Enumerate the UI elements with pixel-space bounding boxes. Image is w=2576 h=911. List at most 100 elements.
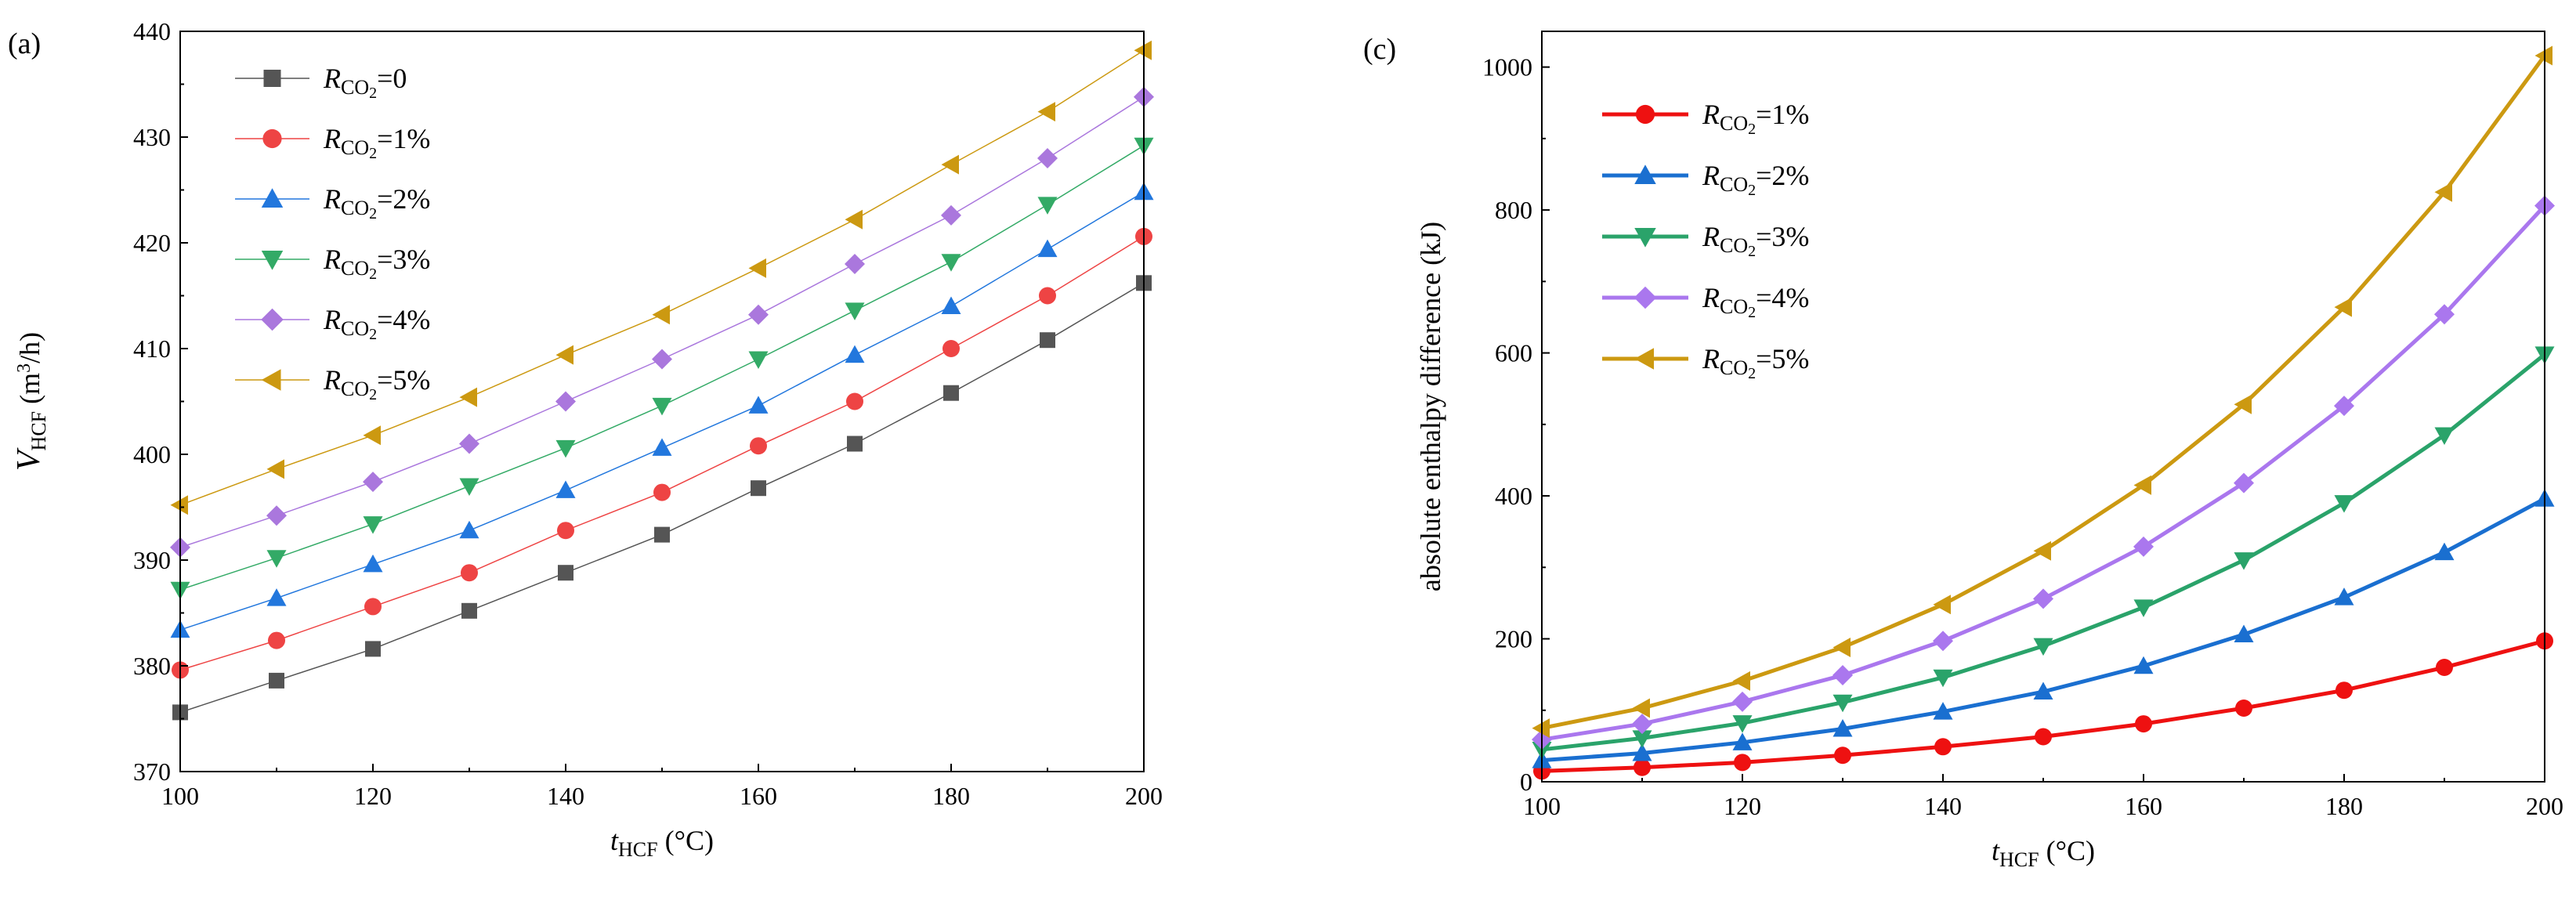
data-point-s5-1: [1532, 718, 1550, 739]
data-point-s3-10: [2434, 427, 2455, 445]
data-point-s1-6: [2035, 728, 2052, 746]
y-axis-label: absolute enthalpy difference (kJ): [1415, 222, 1446, 591]
data-point-s2-10: [2434, 542, 2455, 561]
data-point-s1-5: [558, 565, 573, 581]
legend-entry-4: RCO2=3%: [235, 244, 430, 283]
y-tick-label: 370: [133, 757, 171, 786]
data-point-s3-3: [1732, 715, 1753, 733]
legend-label: RCO2=0: [323, 63, 407, 102]
data-point-s4-6: [652, 397, 672, 416]
x-tick-label: 180: [2325, 792, 2363, 820]
panel-label: (a): [8, 27, 41, 60]
data-point-s3-8: [2234, 552, 2254, 570]
legend-entry-6: RCO2=5%: [235, 364, 430, 403]
data-point-s1-2: [269, 672, 284, 689]
data-point-s1-9: [2335, 681, 2353, 700]
data-point-s2-7: [2133, 656, 2154, 674]
data-point-s6-8: [845, 209, 863, 230]
data-point-s5-9: [2334, 297, 2352, 317]
data-point-s5-3: [363, 472, 383, 493]
legend-entry-1: RCO2=1%: [1602, 99, 1809, 138]
legend-marker: [261, 188, 284, 208]
y-tick-label: 1000: [1482, 53, 1532, 81]
data-point-s1-7: [751, 480, 766, 497]
legend-entry-5: RCO2=4%: [235, 304, 430, 343]
data-point-s4-9: [941, 254, 961, 272]
data-point-s1-2: [1634, 758, 1651, 776]
data-point-s2-5: [557, 522, 574, 540]
series-line-1: [1541, 638, 2545, 773]
x-tick-label: 180: [932, 782, 970, 810]
data-point-s3-2: [1632, 730, 1652, 748]
legend-marker: [1635, 104, 1655, 125]
legend-label: RCO2=1%: [1702, 99, 1809, 138]
data-point-s4-8: [2234, 472, 2254, 493]
data-point-s4-2: [1632, 714, 1652, 735]
legend-marker: [262, 128, 282, 149]
data-point-s3-5: [555, 480, 576, 498]
data-point-s5-2: [266, 505, 287, 526]
y-tick-label: 420: [133, 229, 171, 257]
data-point-s5-6: [2033, 540, 2051, 561]
data-point-s6-7: [748, 258, 766, 278]
x-tick-label: 120: [354, 782, 392, 810]
data-point-s4-9: [2334, 396, 2354, 417]
x-tick-label: 200: [2526, 792, 2563, 820]
legend-label: RCO2=3%: [1702, 221, 1809, 260]
legend-entry-3: RCO2=2%: [235, 183, 430, 222]
data-point-s4-4: [459, 478, 479, 496]
legend-marker: [1634, 228, 1656, 248]
data-point-s3-9: [2334, 495, 2354, 513]
data-point-s4-3: [1732, 691, 1753, 712]
legend-marker: [261, 308, 284, 331]
legend-label: RCO2=5%: [1702, 343, 1809, 382]
data-point-s1-8: [847, 436, 863, 452]
legend-entry-1: RCO2=0: [235, 63, 407, 102]
data-point-s2-10: [1039, 287, 1056, 305]
legend-marker: [1634, 348, 1654, 370]
data-point-s6-4: [459, 387, 477, 407]
data-point-s4-7: [2133, 536, 2154, 557]
legend-label: RCO2=4%: [1702, 282, 1809, 321]
data-point-s3-6: [652, 438, 672, 456]
data-point-s3-5: [1933, 669, 1953, 688]
legend-entry-3: RCO2=3%: [1602, 221, 1809, 260]
data-point-s3-4: [459, 520, 479, 539]
x-tick-label: 160: [2125, 792, 2162, 820]
data-point-s4-6: [2033, 588, 2053, 609]
data-point-s6-10: [1037, 102, 1055, 122]
y-axis-label: VHCF (m3/h): [11, 332, 50, 471]
data-point-s1-10: [1040, 332, 1055, 349]
data-point-s1-6: [654, 526, 670, 543]
data-point-s3-7: [2133, 599, 2154, 617]
data-point-s4-10: [2434, 304, 2455, 325]
data-point-s5-6: [652, 349, 672, 370]
data-point-s2-8: [846, 392, 863, 410]
data-point-s5-8: [845, 254, 865, 274]
legend-marker: [263, 70, 281, 87]
legend-marker: [261, 251, 284, 270]
legend-label: RCO2=1%: [323, 123, 430, 162]
y-tick-label: 400: [133, 440, 171, 468]
data-point-s3-10: [1037, 239, 1058, 258]
data-point-s2-2: [1632, 743, 1652, 761]
y-tick-label: 400: [1495, 482, 1532, 510]
axes-frame: [1541, 31, 2545, 783]
data-point-s4-2: [266, 550, 287, 568]
data-point-s1-3: [365, 641, 381, 657]
x-tick-label: 200: [1125, 782, 1163, 810]
data-point-s4-8: [845, 302, 865, 320]
data-point-s3-7: [748, 396, 769, 414]
legend-label: RCO2=5%: [323, 364, 430, 403]
y-tick-label: 600: [1495, 339, 1532, 367]
y-tick-label: 410: [133, 334, 171, 363]
data-point-s1-5: [1934, 738, 1952, 756]
data-point-s4-7: [748, 351, 769, 369]
data-point-s6-2: [266, 459, 284, 479]
x-tick-label: 160: [740, 782, 777, 810]
data-point-s2-9: [942, 340, 960, 357]
data-point-s1-4: [461, 602, 477, 619]
y-tick-label: 380: [133, 652, 171, 680]
data-point-s3-3: [363, 554, 383, 573]
data-point-s4-3: [363, 516, 383, 534]
